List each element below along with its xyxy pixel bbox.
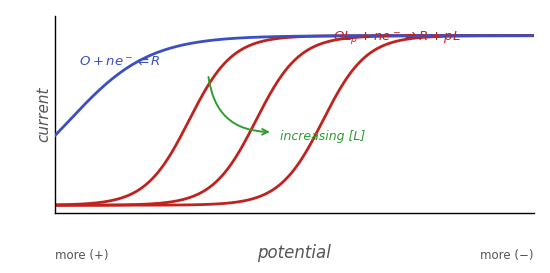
Text: $\mathit{O}+\mathit{ne}^-\rightleftharpoons \mathit{R}$: $\mathit{O}+\mathit{ne}^-\rightleftharpo… [79,55,161,67]
Text: more (−): more (−) [480,249,534,262]
Text: $\mathit{OL}_p+\mathit{ne}^-\rightleftharpoons \mathit{R}+p\mathit{L}$: $\mathit{OL}_p+\mathit{ne}^-\rightleftha… [333,29,460,46]
Text: potential: potential [257,244,331,262]
Text: more (+): more (+) [55,249,108,262]
Text: increasing [L]: increasing [L] [280,130,365,143]
Y-axis label: current: current [36,87,51,143]
